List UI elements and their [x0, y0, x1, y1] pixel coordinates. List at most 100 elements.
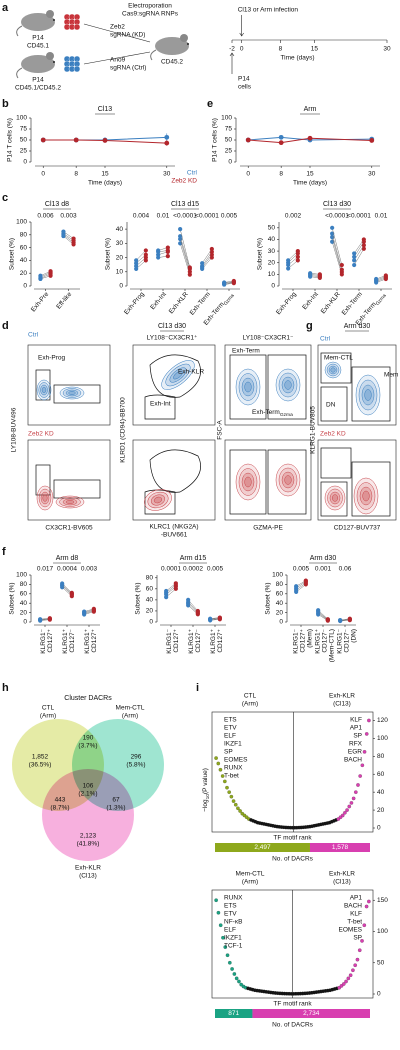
pair-line [331, 237, 343, 273]
y-tick-label: 0 [271, 283, 275, 290]
category-label: Exh-Int [301, 291, 320, 311]
p-value: 0.017 [37, 566, 54, 573]
motif-point [362, 750, 367, 754]
arrow [83, 23, 151, 43]
guide-label: sgRNA (KD) [110, 32, 145, 39]
mouse-tail [16, 67, 23, 79]
y-tick-label: 10 [268, 271, 276, 278]
ctrl-point [61, 229, 66, 234]
tf-label: RUNX [224, 765, 243, 772]
gate-label-part: Gzma [280, 412, 293, 418]
ctrl-point [286, 258, 291, 263]
y-tick-label: 0 [279, 619, 283, 626]
y-tick-label: 100 [16, 572, 27, 579]
category-label-group: KLRG1⁺ CD127⁺ [210, 628, 224, 653]
x-tick-label: 15 [306, 171, 314, 178]
contour [324, 485, 346, 511]
category-label-group: KLRG1⁻ CD127⁺ (Mem) [293, 628, 314, 653]
contour [150, 494, 166, 506]
y-axis-label-group: Subset (%) [265, 582, 272, 614]
y-tick-label: 0 [23, 283, 27, 290]
y-tick-label: 0 [377, 991, 381, 998]
motif-point [364, 904, 369, 909]
dacr-bar [309, 843, 370, 852]
pair-line [187, 599, 199, 612]
gate-label: Exh-TermGzma [252, 409, 293, 418]
kd-point [339, 262, 344, 268]
mouse-eye [53, 61, 55, 63]
ctrl-point [316, 608, 321, 613]
pair-line [201, 248, 213, 264]
tf-label: KLF [350, 717, 362, 724]
data-point [245, 137, 251, 143]
ctrl-point [294, 584, 299, 589]
gate [35, 464, 51, 496]
condition-label: Zeb2 KD [320, 431, 346, 438]
p-value: 0.0004 [57, 566, 77, 573]
y-axis-label-group: Subset (%) [9, 582, 16, 614]
gate [320, 386, 348, 422]
gate-label: DN [326, 402, 336, 409]
contour [275, 463, 301, 497]
y-tick-label: 40 [20, 257, 28, 264]
group-label: Mem-CTL [236, 871, 265, 878]
condition-label: Ctrl [320, 336, 331, 343]
contour [147, 491, 169, 509]
category-label-part: Exh-Term [202, 301, 225, 327]
tf-label: ETV [224, 911, 237, 918]
region-percent: (8.7%) [50, 805, 69, 812]
y-tick-label: 20 [377, 807, 385, 814]
plot-title: Cl13 d8 [45, 201, 69, 208]
motif-point [346, 976, 351, 981]
x-axis-label: CD127-BUV737 [334, 525, 381, 532]
guide-label: Ano9 [110, 57, 126, 64]
y-tick-label: 100 [16, 115, 27, 122]
y-tick-label: 0 [119, 283, 123, 290]
set-label: CTL [42, 705, 55, 712]
plot-title: Cl13 d30 [158, 323, 186, 330]
ctrl-point [134, 258, 139, 263]
category-label-group: Exh-KLR [168, 291, 190, 316]
p-value: 0.01 [157, 213, 170, 220]
gate [53, 384, 101, 404]
method-label: Cas9:sgRNA RNPs [122, 11, 179, 18]
category-label: Exh-Pre [30, 291, 51, 314]
contour [359, 486, 373, 506]
tf-label: AP1 [350, 725, 363, 732]
contour [329, 491, 341, 505]
ctrl-point [222, 280, 227, 285]
contour [238, 468, 258, 496]
category-label-group: Exh-Int [301, 291, 320, 311]
arrow [229, 52, 235, 74]
region-percent: (1.3%) [106, 805, 125, 812]
y-axis-label-group: P14 T cells (%) [7, 118, 14, 162]
panel-letter: i [196, 682, 199, 694]
y-axis-label: −log10(P value) [202, 768, 211, 812]
gate-label-part: Exh-Term [252, 409, 280, 416]
gate [320, 352, 352, 384]
motif-point [353, 963, 357, 968]
x-tick-label: 15 [101, 171, 109, 178]
series-line [43, 139, 167, 144]
tf-label: SP [224, 749, 233, 756]
tf-label: ELF [224, 927, 236, 934]
y-tick-label: 40 [116, 226, 124, 233]
tf-label: KLF [350, 911, 362, 918]
y-axis-label-group: LY108-BUV496 [11, 407, 18, 452]
contour [362, 490, 370, 502]
timeline-tick-label: -2 [229, 46, 235, 53]
tf-label: T-bet [347, 919, 362, 926]
category-label: Exh-KLR [320, 291, 342, 316]
category-label: (Mem) [307, 629, 314, 648]
kd-point [325, 617, 330, 622]
gate-label: Mem [384, 372, 398, 379]
donor-label: CD45.1 [27, 43, 49, 50]
y-axis-label: KLRG1-BUV805 [310, 406, 317, 454]
x-axis-label: Time (days) [88, 180, 122, 187]
plot-title: Cl13 d15 [171, 201, 199, 208]
y-tick-label: 20 [146, 608, 154, 615]
category-label-group: Exh-Prog [275, 291, 298, 317]
pair-line [287, 250, 299, 261]
y-axis-label-part: 10 [205, 794, 211, 800]
motif-point [221, 935, 225, 940]
